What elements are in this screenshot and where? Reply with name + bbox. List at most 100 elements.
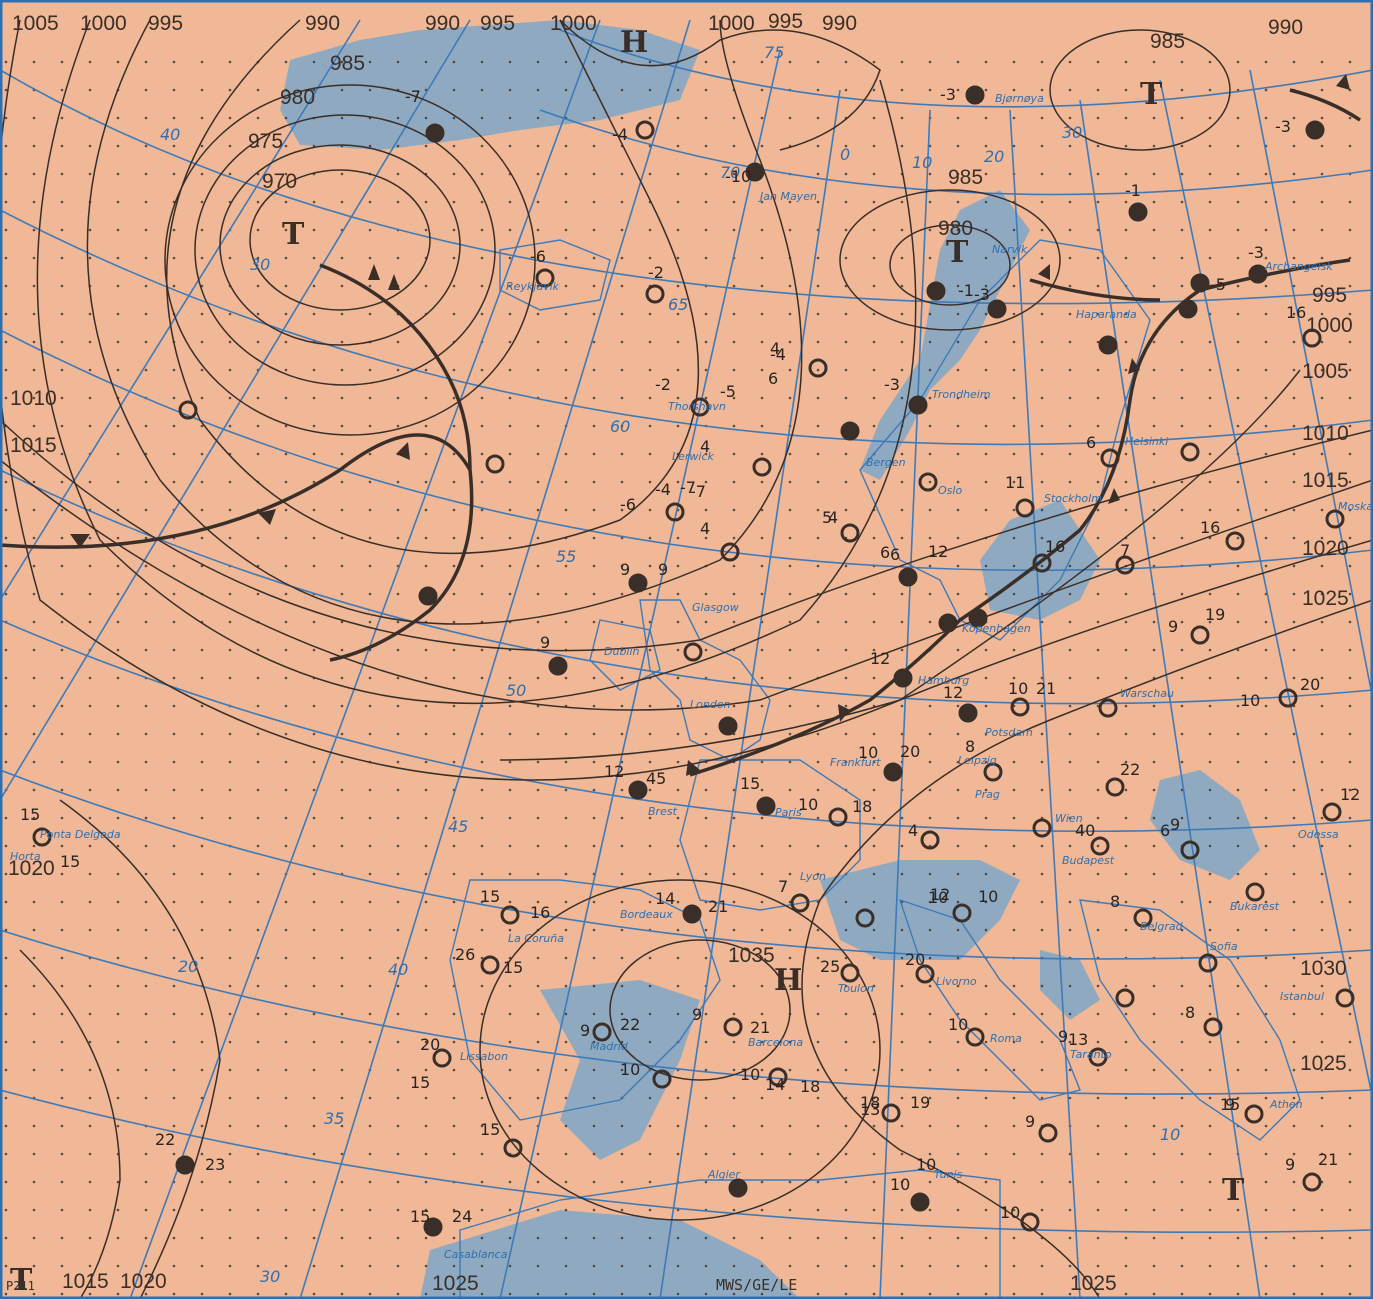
warm-front-north	[1029, 278, 1161, 302]
station-value: 10	[858, 743, 878, 762]
grid-label: 75	[764, 43, 784, 62]
isobar-azores-2	[19, 949, 121, 1299]
station-value: -6	[530, 247, 546, 266]
isobar-label: 980	[280, 86, 315, 109]
station-value: -3	[1275, 117, 1291, 136]
city-label: Sofia	[1210, 940, 1238, 953]
station-value: 9	[1058, 1027, 1068, 1046]
isobar-label: 995	[1312, 284, 1347, 307]
isobar-label: 1000	[708, 12, 755, 35]
station-value: 7	[778, 877, 788, 896]
isobar-azores-high	[59, 799, 221, 1299]
grid-label: 55	[556, 547, 576, 566]
isobar-label: 985	[1150, 30, 1185, 53]
isobar-label: 1015	[62, 1270, 109, 1293]
station-value: 9	[1285, 1155, 1295, 1174]
station-value: 15	[1220, 1095, 1240, 1114]
station-value: 19	[1205, 605, 1225, 624]
grid-label: 40	[160, 125, 180, 144]
station-value: 10	[890, 1175, 910, 1194]
high-pressure-center: H	[774, 963, 802, 998]
latitude-line	[0, 1089, 1373, 1234]
city-label: Potsdam	[985, 726, 1033, 739]
station-value: 15	[480, 1120, 500, 1139]
isobar-label: 995	[148, 12, 183, 35]
isobar-label: 975	[248, 130, 283, 153]
station-value: 8	[1185, 1003, 1195, 1022]
latitude-line	[0, 619, 1373, 833]
city-label: Jan Mayen	[758, 190, 817, 203]
station-value: 20	[905, 950, 925, 969]
city-label: Frankfurt	[830, 756, 881, 769]
front-symbols	[70, 74, 1350, 776]
station-value: 6	[768, 369, 778, 388]
city-label: Algier	[707, 1168, 741, 1181]
city-label: La Coruña	[508, 932, 564, 945]
grid-label: 30	[1062, 123, 1082, 142]
station-value: 6	[1086, 433, 1096, 452]
isobar-970	[249, 169, 431, 311]
station-value: 15	[740, 774, 760, 793]
isobar-1005	[0, 19, 1301, 781]
city-label: Oslo	[938, 484, 962, 497]
city-label: Thorshavn	[668, 400, 726, 413]
station-value: 19	[910, 1093, 930, 1112]
station-value: 18	[800, 1077, 820, 1096]
grid-label: 50	[506, 681, 526, 700]
station-value: 20	[420, 1035, 440, 1054]
isobar-label: 990	[1268, 16, 1303, 39]
isobar-label: 990	[305, 12, 340, 35]
city-label: Dublin	[604, 645, 640, 658]
isobar-1020	[499, 539, 1373, 761]
coast-italy	[898, 898, 1081, 1101]
station-value: -4	[612, 125, 628, 144]
city-label: Odessa	[1298, 828, 1339, 841]
city-label: Belgrad	[1140, 920, 1184, 933]
station-value: 12	[928, 542, 948, 561]
station-value: 15	[410, 1073, 430, 1092]
station-value: 15	[60, 852, 80, 871]
station-value: 10	[740, 1065, 760, 1084]
station-value: 20	[1300, 675, 1320, 694]
isobar-990	[165, 19, 700, 555]
station-value: -1	[958, 281, 974, 300]
isobar-995	[86, 19, 803, 625]
isobar-1015	[0, 459, 1373, 711]
station-value: 40	[1075, 821, 1095, 840]
city-label: Budapest	[1062, 854, 1115, 867]
city-label: Moskau	[1338, 500, 1373, 513]
city-label: Wien	[1055, 812, 1083, 825]
station-value: 16	[1200, 518, 1220, 537]
isobars	[0, 19, 1373, 1299]
longitude-line	[879, 109, 931, 1299]
station-value: 13	[860, 1100, 880, 1119]
isobar-label: 1025	[1300, 1052, 1347, 1075]
isobar-980	[194, 114, 496, 386]
city-label: Lissabon	[460, 1050, 508, 1063]
coast-scandinavia	[859, 239, 1151, 641]
city-label: Brest	[648, 805, 678, 818]
station-value: 10	[916, 1155, 936, 1174]
city-label: Prag	[975, 788, 1000, 801]
station-observations: -3-7-10-2-1 -3-3-1-4-6-4-2-5464-3-5-7-316…	[20, 85, 1360, 1226]
isobar-label: 1025	[1070, 1272, 1117, 1295]
low-pressure-center: T	[946, 235, 969, 270]
coast-north-africa	[459, 1169, 1001, 1299]
station-value: 5	[822, 508, 832, 527]
longitude-line	[0, 19, 471, 801]
grid-label: 35	[324, 1109, 344, 1128]
station-value: 21	[1036, 679, 1056, 698]
coast-iceland	[499, 239, 611, 311]
isobar-label: 1035	[728, 944, 775, 967]
city-label: Horta	[10, 850, 41, 863]
city-label: Athen	[1269, 1098, 1303, 1111]
isobar-985-north	[839, 189, 1061, 331]
station-value: 21	[750, 1018, 770, 1037]
latitude-line	[0, 329, 1373, 571]
station-value: 10	[1240, 691, 1260, 710]
station-value: 10	[620, 1060, 640, 1079]
longitude-line	[299, 19, 691, 1299]
station-value: 26	[455, 945, 475, 964]
city-label: Casablanca	[444, 1248, 508, 1261]
